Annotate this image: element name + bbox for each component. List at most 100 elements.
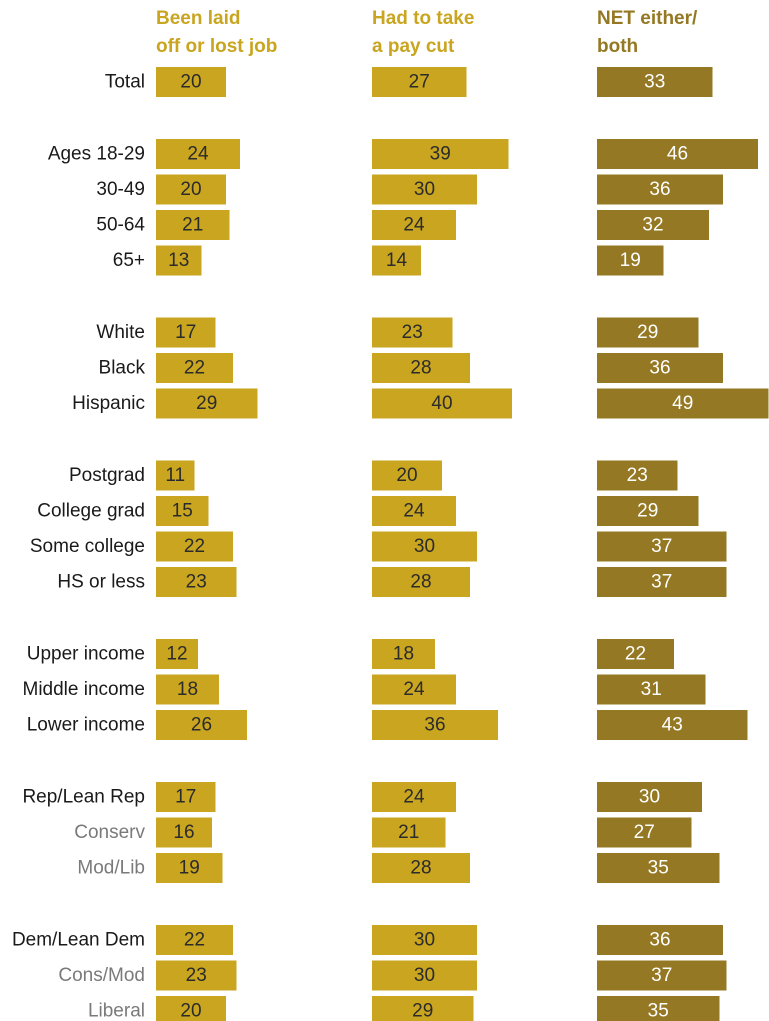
bar-laid_off-50-64 — [156, 210, 230, 240]
bar-laid_off-black — [156, 353, 233, 383]
value-label-laid_off-some-college: 22 — [184, 536, 205, 557]
row-label-hispanic: Hispanic — [72, 393, 145, 414]
bar-pay_cut-lower-income — [372, 710, 498, 740]
value-label-pay_cut-some-college: 30 — [414, 536, 435, 557]
value-label-net-dem-lean-dem: 36 — [649, 930, 670, 951]
value-label-pay_cut-rep-lean-rep: 24 — [403, 787, 425, 808]
value-label-net-50-64: 32 — [642, 215, 663, 236]
value-label-net-postgrad: 23 — [627, 465, 648, 486]
value-label-net-cons-mod: 37 — [651, 965, 672, 986]
value-label-laid_off-hs-or-less: 23 — [186, 572, 207, 593]
value-label-laid_off-hispanic: 29 — [196, 393, 217, 414]
value-label-net-total: 33 — [644, 72, 665, 93]
column-header-net-line-1: NET either/ — [597, 8, 698, 29]
value-label-net-middle-income: 31 — [641, 679, 662, 700]
value-label-net-college-grad: 29 — [637, 501, 658, 522]
value-label-pay_cut-college-grad: 24 — [403, 501, 425, 522]
value-label-laid_off-middle-income: 18 — [177, 679, 198, 700]
bar-laid_off-30-49 — [156, 174, 226, 205]
value-label-pay_cut-lower-income: 36 — [424, 715, 445, 736]
value-label-net-some-college: 37 — [651, 536, 672, 557]
bar-pay_cut-college-grad — [372, 496, 456, 526]
value-label-pay_cut-hs-or-less: 28 — [410, 572, 431, 593]
bar-laid_off-hs-or-less — [156, 567, 237, 597]
bar-net-30-49 — [597, 174, 723, 205]
value-label-pay_cut-hispanic: 40 — [431, 393, 452, 414]
value-label-net-liberal: 35 — [648, 1001, 669, 1021]
bar-pay_cut-liberal — [372, 996, 474, 1021]
bar-net-hs-or-less — [597, 567, 727, 597]
value-label-net-65: 19 — [620, 250, 641, 271]
bar-net-lower-income — [597, 710, 748, 740]
value-label-laid_off-65: 13 — [168, 250, 189, 271]
bar-laid_off-some-college — [156, 531, 233, 562]
column-header-pay_cut-line-1: Had to take — [372, 8, 474, 29]
bar-pay_cut-white — [372, 317, 453, 348]
row-label-65: 65+ — [113, 250, 145, 271]
value-label-pay_cut-50-64: 24 — [403, 215, 425, 236]
bar-laid_off-65 — [156, 245, 202, 276]
row-label-liberal: Liberal — [88, 1001, 145, 1021]
bar-pay_cut-total — [372, 67, 467, 97]
value-label-laid_off-total: 20 — [180, 72, 201, 93]
row-label-middle-income: Middle income — [23, 679, 146, 700]
bar-net-some-college — [597, 531, 727, 562]
row-label-30-49: 30-49 — [96, 179, 145, 200]
value-label-pay_cut-30-49: 30 — [414, 179, 435, 200]
value-label-pay_cut-conserv: 21 — [398, 822, 419, 843]
bar-laid_off-cons-mod — [156, 960, 237, 991]
bar-net-rep-lean-rep — [597, 782, 702, 812]
bar-laid_off-college-grad — [156, 496, 209, 526]
value-label-pay_cut-liberal: 29 — [412, 1001, 433, 1021]
value-label-pay_cut-black: 28 — [410, 358, 431, 379]
bar-net-mod-lib — [597, 853, 720, 883]
bar-pay_cut-postgrad — [372, 460, 442, 491]
row-label-hs-or-less: HS or less — [57, 572, 145, 593]
bar-laid_off-mod-lib — [156, 853, 223, 883]
bar-pay_cut-hs-or-less — [372, 567, 470, 597]
bar-laid_off-dem-lean-dem — [156, 925, 233, 955]
value-label-laid_off-50-64: 21 — [182, 215, 203, 236]
value-label-pay_cut-middle-income: 24 — [403, 679, 425, 700]
bar-pay_cut-cons-mod — [372, 960, 477, 991]
value-label-laid_off-college-grad: 15 — [172, 501, 193, 522]
row-label-college-grad: College grad — [37, 501, 145, 522]
bar-pay_cut-ages-18-29 — [372, 139, 509, 169]
row-label-black: Black — [99, 358, 146, 379]
bar-net-upper-income — [597, 639, 674, 669]
value-label-pay_cut-ages-18-29: 39 — [430, 144, 451, 165]
value-label-pay_cut-upper-income: 18 — [393, 644, 414, 665]
value-label-pay_cut-cons-mod: 30 — [414, 965, 435, 986]
bar-pay_cut-dem-lean-dem — [372, 925, 477, 955]
row-label-dem-lean-dem: Dem/Lean Dem — [12, 930, 145, 951]
bar-pay_cut-conserv — [372, 817, 446, 848]
bar-pay_cut-30-49 — [372, 174, 477, 205]
value-label-laid_off-black: 22 — [184, 358, 205, 379]
row-label-upper-income: Upper income — [27, 644, 145, 665]
bar-net-ages-18-29 — [597, 139, 758, 169]
column-header-pay_cut-line-2: a pay cut — [372, 36, 455, 57]
value-label-laid_off-dem-lean-dem: 22 — [184, 930, 205, 951]
value-label-laid_off-mod-lib: 19 — [179, 858, 200, 879]
bar-laid_off-hispanic — [156, 388, 258, 419]
bar-laid_off-liberal — [156, 996, 226, 1021]
column-header-net-line-2: both — [597, 36, 638, 57]
bar-pay_cut-50-64 — [372, 210, 456, 240]
value-label-pay_cut-mod-lib: 28 — [410, 858, 431, 879]
value-label-net-conserv: 27 — [634, 822, 655, 843]
value-label-pay_cut-white: 23 — [402, 322, 423, 343]
bar-laid_off-middle-income — [156, 674, 219, 705]
row-label-conserv: Conserv — [74, 822, 145, 843]
bar-net-middle-income — [597, 674, 706, 705]
bar-net-conserv — [597, 817, 692, 848]
column-header-laid_off-line-1: Been laid — [156, 8, 240, 29]
value-label-laid_off-lower-income: 26 — [191, 715, 212, 736]
bar-pay_cut-hispanic — [372, 388, 512, 419]
bar-net-black — [597, 353, 723, 383]
value-label-laid_off-30-49: 20 — [180, 179, 201, 200]
bar-laid_off-lower-income — [156, 710, 247, 740]
bar-pay_cut-some-college — [372, 531, 477, 562]
value-label-pay_cut-total: 27 — [409, 72, 430, 93]
row-label-some-college: Some college — [30, 536, 145, 557]
bar-net-white — [597, 317, 699, 348]
